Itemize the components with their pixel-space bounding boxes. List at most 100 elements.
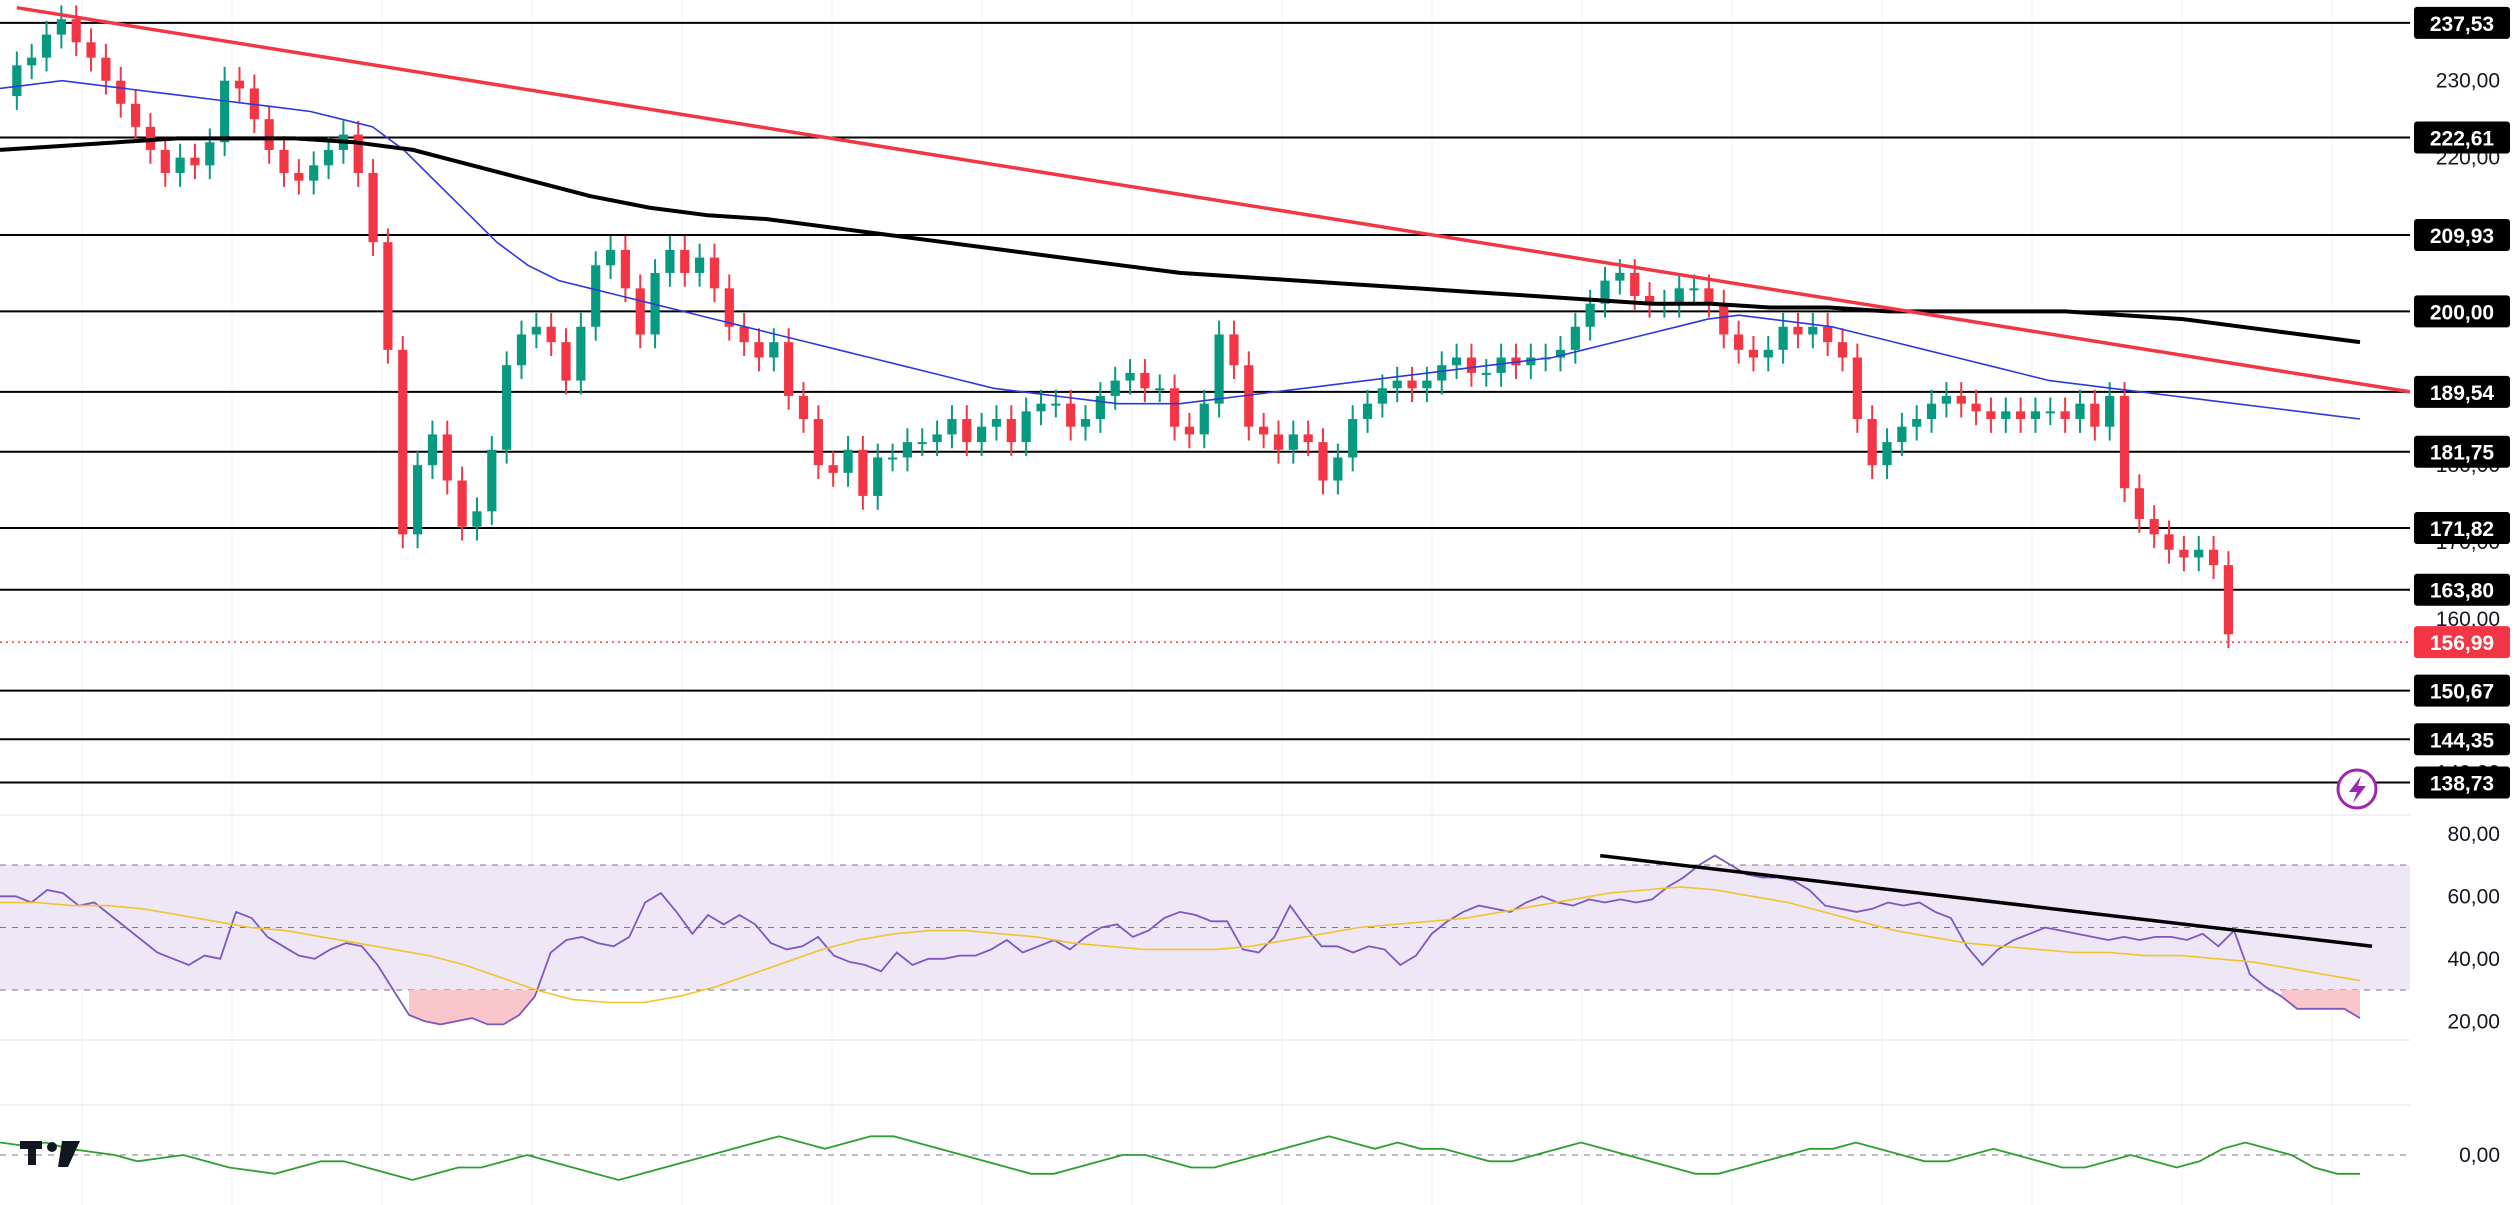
candle[interactable] [709, 257, 720, 289]
rsi-panel[interactable] [0, 853, 2410, 1026]
candle[interactable] [1630, 272, 1640, 297]
candle[interactable] [724, 288, 734, 327]
candle[interactable] [2001, 411, 2011, 420]
candle[interactable] [2208, 549, 2219, 566]
candle[interactable] [1229, 334, 1239, 366]
candle[interactable] [1169, 388, 1180, 427]
candle[interactable] [1451, 357, 1462, 366]
oscillator-panel[interactable] [0, 1135, 2410, 1181]
candle[interactable] [858, 449, 868, 496]
candle[interactable] [160, 149, 170, 173]
tradingview-logo[interactable] [20, 1141, 80, 1167]
candle[interactable] [1214, 334, 1224, 404]
candle[interactable] [264, 119, 274, 150]
candle[interactable] [1837, 342, 1848, 358]
candle[interactable] [1971, 403, 1981, 412]
candle[interactable] [962, 419, 972, 443]
candle[interactable] [1852, 357, 1862, 420]
candle[interactable] [784, 342, 794, 396]
candle[interactable] [1303, 434, 1313, 443]
candle[interactable] [279, 149, 289, 173]
rsi-line[interactable] [0, 854, 2361, 1026]
candle[interactable] [1926, 403, 1937, 420]
candle[interactable] [1570, 326, 1580, 350]
candle[interactable] [190, 157, 200, 166]
candle[interactable] [175, 157, 185, 173]
candle[interactable] [294, 172, 304, 181]
candle[interactable] [1066, 403, 1076, 427]
candle[interactable] [2030, 411, 2041, 420]
candle[interactable] [368, 172, 378, 243]
candle[interactable] [1080, 419, 1091, 427]
candle[interactable] [1110, 380, 1120, 396]
candle[interactable] [605, 249, 616, 266]
price-axis[interactable]: 230,00220,00180,00170,00160,00140,0080,0… [2410, 0, 2518, 1205]
candle[interactable] [383, 242, 393, 350]
candle[interactable] [1823, 326, 1833, 343]
candle[interactable] [309, 165, 319, 181]
candle[interactable] [1155, 388, 1165, 391]
candle[interactable] [1348, 419, 1358, 458]
candle[interactable] [1273, 434, 1284, 450]
candle[interactable] [1719, 303, 1729, 335]
candle[interactable] [902, 442, 913, 458]
candle[interactable] [1615, 272, 1625, 281]
candle[interactable] [635, 288, 645, 335]
candle[interactable] [1986, 411, 1996, 420]
candle[interactable] [1036, 403, 1046, 412]
candle[interactable] [991, 419, 1002, 427]
candle[interactable] [1956, 395, 1966, 404]
candle[interactable] [12, 65, 22, 97]
candle[interactable] [576, 326, 586, 381]
moving-average-line[interactable] [0, 79, 2361, 420]
candle[interactable] [353, 134, 363, 173]
candle[interactable] [947, 419, 957, 435]
candle[interactable] [2149, 518, 2159, 535]
candle[interactable] [27, 57, 37, 66]
candle[interactable] [739, 326, 749, 343]
oscillator-line[interactable] [0, 1135, 2360, 1181]
candle[interactable] [1585, 303, 1595, 327]
candle[interactable] [1095, 395, 1105, 420]
candle[interactable] [1184, 426, 1195, 435]
candle[interactable] [977, 426, 987, 443]
candle[interactable] [2164, 534, 2174, 550]
candle[interactable] [116, 80, 126, 104]
candle[interactable] [1496, 357, 1506, 373]
candle[interactable] [101, 57, 111, 81]
candle[interactable] [932, 434, 942, 443]
candle[interactable] [1466, 357, 1477, 373]
candle[interactable] [1689, 288, 1699, 291]
candle[interactable] [1941, 395, 1952, 404]
candle[interactable] [427, 434, 438, 466]
candle[interactable] [2045, 411, 2055, 414]
candle[interactable] [887, 457, 898, 460]
candle[interactable] [130, 103, 141, 127]
price-panel[interactable] [0, 5, 2413, 784]
candle[interactable] [1333, 457, 1343, 481]
candle[interactable] [561, 342, 571, 381]
candle[interactable] [769, 342, 779, 358]
candle[interactable] [1437, 365, 1447, 381]
candle[interactable] [234, 80, 245, 89]
candle[interactable] [546, 326, 556, 343]
candle[interactable] [1778, 326, 1788, 350]
candle[interactable] [2179, 549, 2189, 558]
candle[interactable] [843, 449, 853, 473]
candle[interactable] [442, 434, 452, 481]
candle[interactable] [1882, 442, 1892, 466]
candle[interactable] [71, 19, 81, 43]
candle[interactable] [1808, 326, 1818, 335]
candle[interactable] [502, 365, 512, 450]
candle[interactable] [1422, 380, 1432, 389]
candle[interactable] [472, 511, 482, 527]
candle[interactable] [1140, 372, 1150, 389]
candle[interactable] [412, 465, 423, 535]
candle[interactable] [680, 249, 690, 273]
candle[interactable] [813, 419, 823, 466]
candle[interactable] [2119, 395, 2130, 489]
candle[interactable] [86, 42, 96, 58]
candle[interactable] [2016, 411, 2026, 420]
candle[interactable] [2075, 403, 2085, 420]
